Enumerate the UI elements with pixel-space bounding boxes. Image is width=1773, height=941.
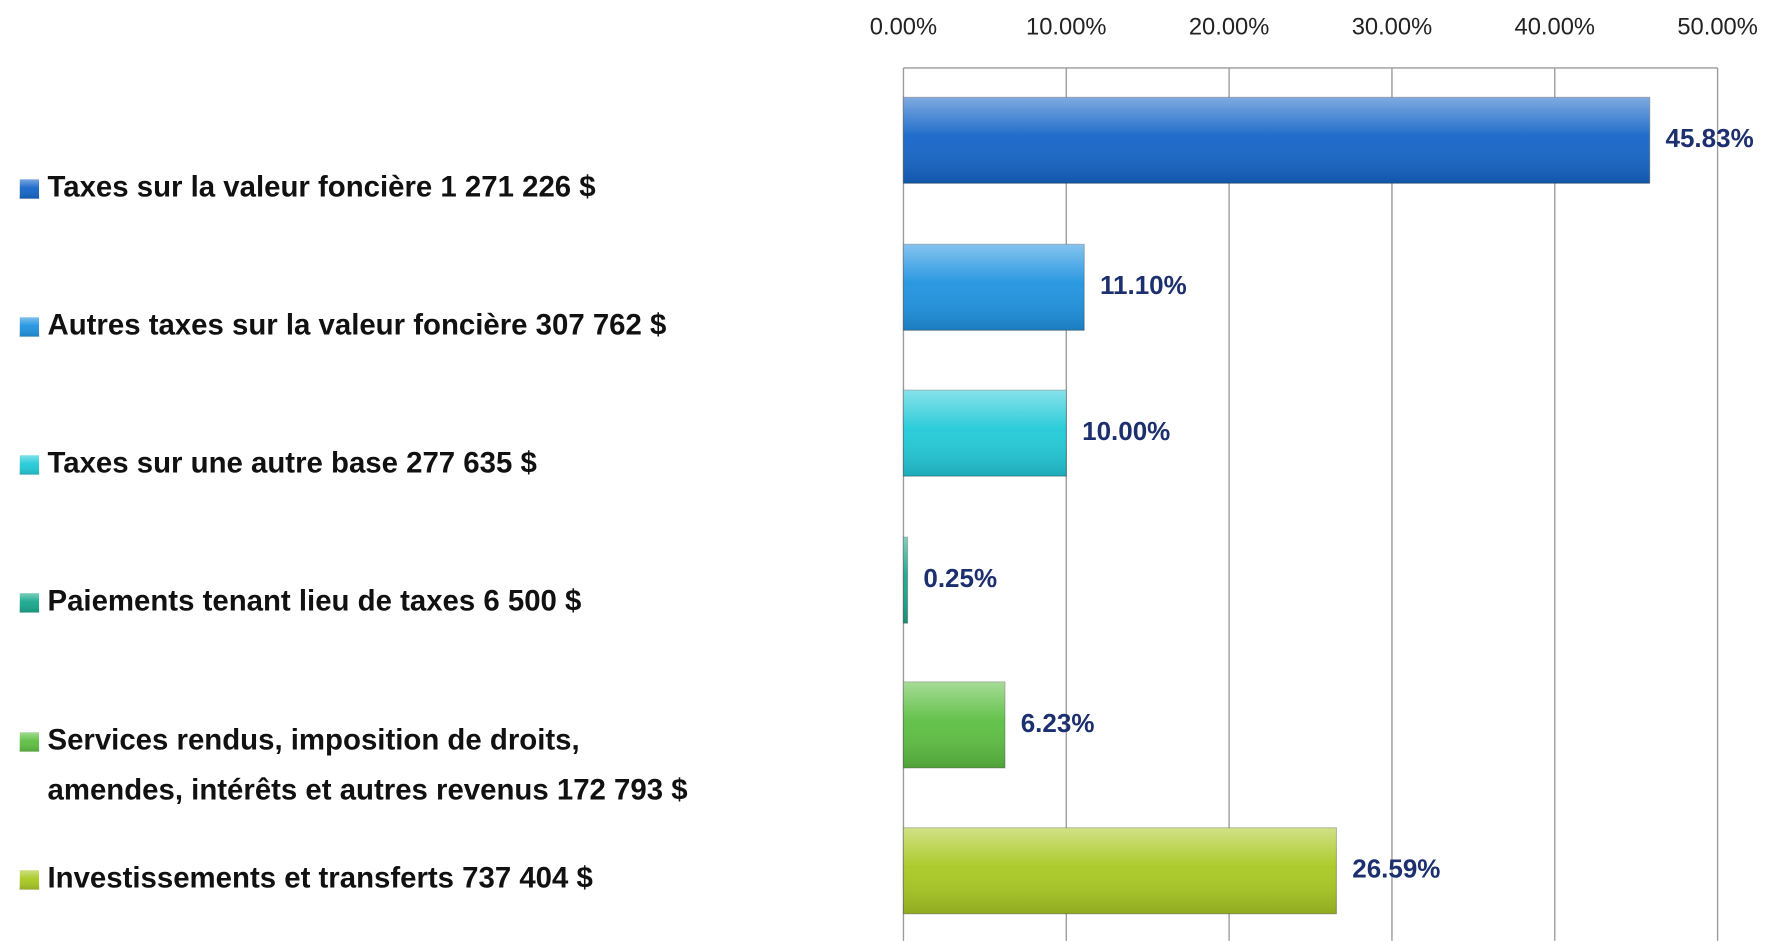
bar-shine — [903, 244, 1085, 331]
x-tick-label: 0.00% — [870, 15, 937, 41]
value-label: 10.00% — [1082, 416, 1170, 446]
legend-swatch-shine — [19, 316, 40, 338]
bar-shine — [903, 390, 1067, 477]
bar-shine — [903, 681, 1005, 768]
legend-swatch-shine — [19, 592, 40, 613]
legend-label: Investissements et transferts 737 404 $ — [47, 862, 592, 895]
value-label: 45.83% — [1666, 123, 1754, 153]
legend-label: Services rendus, imposition de droits, — [47, 724, 579, 757]
x-tick-label: 20.00% — [1189, 15, 1270, 41]
x-tick-label: 50.00% — [1677, 15, 1758, 41]
legend-swatch-shine — [19, 178, 40, 200]
value-label: 0.25% — [923, 563, 997, 593]
legend-label: Taxes sur la valeur foncière 1 271 226 $ — [47, 171, 595, 204]
legend-label: Paiements tenant lieu de taxes 6 500 $ — [47, 585, 581, 618]
value-label: 6.23% — [1021, 708, 1095, 738]
legend-label: Autres taxes sur la valeur foncière 307 … — [47, 309, 666, 342]
legend-label: amendes, intérêts et autres revenus 172 … — [47, 773, 687, 806]
bar-shine — [903, 537, 908, 624]
value-label: 26.59% — [1352, 854, 1440, 884]
bar-shine — [903, 827, 1337, 914]
legend-swatch-shine — [19, 869, 40, 891]
value-label: 11.10% — [1100, 270, 1187, 300]
x-tick-label: 40.00% — [1515, 15, 1596, 41]
x-tick-label: 30.00% — [1352, 15, 1433, 41]
x-tick-label: 10.00% — [1026, 15, 1107, 41]
bar-shine — [903, 97, 1650, 184]
legend-label: Taxes sur une autre base 277 635 $ — [47, 447, 536, 480]
legend-swatch-shine — [19, 731, 40, 753]
legend-swatch-shine — [19, 454, 40, 476]
